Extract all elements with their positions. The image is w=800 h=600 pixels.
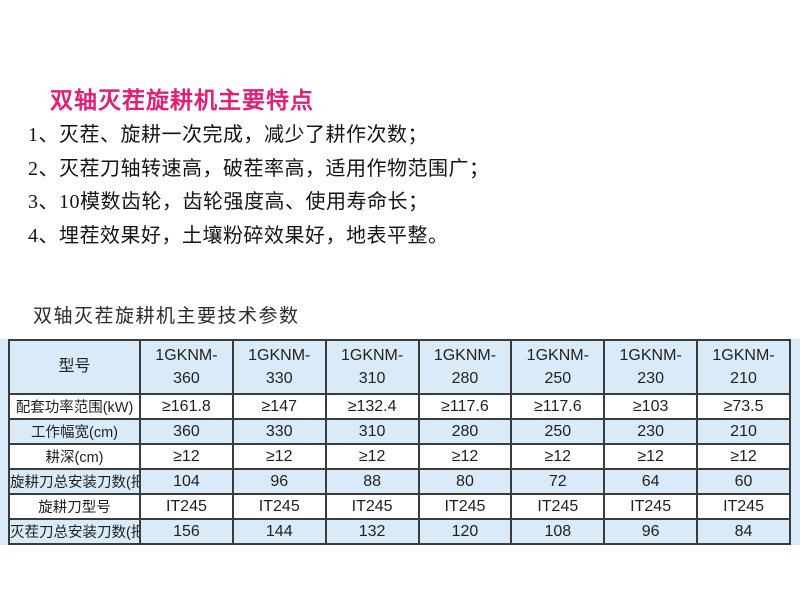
model-prefix: 1GKNM-	[248, 346, 311, 364]
feature-item: 4、埋茬效果好，土壤粉碎效果好，地表平整。	[28, 224, 449, 247]
model-prefix: 1GKNM-	[340, 346, 404, 364]
spec-value: ≥132.4	[324, 393, 420, 420]
column-header-model: 1GKNM- 280	[417, 339, 513, 395]
spec-value: 108	[510, 518, 606, 545]
row-label: 旋耕刀总安装刀数(把)	[8, 468, 141, 495]
spec-value: ≥117.6	[510, 393, 606, 420]
spec-value: 210	[696, 418, 791, 445]
table-row: 配套功率范围(kW) ≥161.8 ≥147 ≥132.4 ≥117.6 ≥117.6 ≥1…	[8, 393, 791, 420]
spec-value: 144	[231, 518, 327, 545]
spec-value: 120	[417, 518, 513, 545]
table-row: 工作幅宽(cm) 360 330 310 280 250 230 210	[8, 418, 791, 445]
table-row: 灭茬刀总安装刀数(把) 156 144 132 120 108 96 84	[8, 518, 791, 545]
spec-value: IT245	[417, 493, 513, 520]
spec-value: IT245	[231, 493, 327, 520]
model-number: 210	[730, 370, 757, 387]
column-header-model: 1GKNM- 250	[510, 339, 606, 395]
spec-value: IT245	[510, 493, 606, 520]
spec-value: 96	[603, 518, 699, 545]
model-number: 250	[544, 370, 572, 387]
table-row: 耕深(cm) ≥12 ≥12 ≥12 ≥12 ≥12 ≥12 ≥12	[8, 443, 791, 470]
spec-value: 60	[696, 468, 791, 495]
spec-value: 250	[510, 418, 606, 445]
row-label: 灭茬刀总安装刀数(把)	[8, 518, 141, 545]
spec-value: 104	[139, 468, 234, 495]
table-row: 旋耕刀型号 IT245 IT245 IT245 IT245 IT245 IT245 IT245	[8, 493, 791, 520]
spec-value: ≥73.5	[696, 393, 791, 420]
spec-value: 330	[231, 418, 327, 445]
specs-table-band: 型号 1GKNM- 360 1GKNM- 330 1GKNM- 310 1GKNM- 280 1G…	[0, 339, 800, 545]
row-label: 耕深(cm)	[8, 443, 141, 470]
spec-value: 156	[139, 518, 234, 545]
spec-value: 96	[231, 468, 327, 495]
spec-value: 132	[324, 518, 420, 545]
spec-value: 310	[324, 418, 420, 445]
spec-value: ≥12	[510, 443, 606, 470]
row-label: 旋耕刀型号	[8, 493, 141, 520]
feature-item: 3、10模数齿轮，齿轮强度高、使用寿命长；	[28, 191, 429, 213]
spec-value: ≥12	[696, 443, 791, 470]
model-prefix: 1GKNM-	[619, 346, 682, 364]
model-number: 310	[358, 370, 386, 387]
spec-value: ≥147	[231, 393, 327, 420]
table-header-row: 型号 1GKNM- 360 1GKNM- 330 1GKNM- 310 1GKNM- 280 1G…	[8, 339, 791, 395]
model-number: 330	[265, 370, 293, 387]
spec-value: ≥12	[231, 443, 327, 470]
spec-value: ≥12	[324, 443, 420, 470]
features-title: 双轴灭茬旋耕机主要特点	[50, 88, 314, 113]
column-header-model: 1GKNM- 310	[324, 339, 420, 395]
spec-value: ≥103	[603, 393, 699, 420]
row-label: 配套功率范围(kW)	[8, 393, 141, 420]
model-prefix: 1GKNM-	[155, 346, 218, 364]
spec-value: 360	[139, 418, 234, 445]
spec-value: ≥117.6	[417, 393, 513, 420]
spec-value: ≥12	[603, 443, 699, 470]
model-number: 280	[451, 370, 479, 387]
model-prefix: 1GKNM-	[433, 346, 497, 364]
model-prefix: 1GKNM-	[526, 346, 589, 364]
column-header-model: 1GKNM- 360	[139, 339, 234, 395]
spec-value: 64	[603, 468, 699, 495]
spec-value: 80	[417, 468, 513, 495]
table-body: 配套功率范围(kW) ≥161.8 ≥147 ≥132.4 ≥117.6 ≥117.6 ≥1…	[8, 393, 791, 545]
spec-value: IT245	[603, 493, 699, 520]
feature-item: 2、灭茬刀轴转速高，破茬率高，适用作物范围广；	[28, 157, 490, 180]
spec-value: IT245	[696, 493, 791, 520]
spec-value: 88	[324, 468, 420, 495]
features-list: 1、灭茬、旋耕一次完成，减少了耕作次数； 2、灭茬刀轴转速高，破茬率高，适用作物…	[28, 119, 490, 253]
specs-table: 型号 1GKNM- 360 1GKNM- 330 1GKNM- 310 1GKNM- 280 1G…	[8, 339, 791, 545]
feature-item: 1、灭茬、旋耕一次完成，减少了耕作次数；	[28, 124, 428, 146]
spec-value: ≥161.8	[139, 393, 234, 420]
spec-value: 230	[603, 418, 699, 445]
column-header-model: 1GKNM- 210	[696, 339, 791, 395]
row-label: 工作幅宽(cm)	[8, 418, 141, 445]
spec-value: 280	[417, 418, 513, 445]
spec-value: ≥12	[417, 443, 513, 470]
model-number: 360	[173, 370, 200, 387]
spec-value: 72	[510, 468, 606, 495]
spec-value: IT245	[139, 493, 234, 520]
spec-value: 84	[696, 518, 791, 545]
table-row: 旋耕刀总安装刀数(把) 104 96 88 80 72 64 60	[8, 468, 791, 495]
column-header-model: 1GKNM- 330	[231, 339, 327, 395]
column-header-model: 1GKNM- 230	[603, 339, 699, 395]
model-number: 230	[637, 370, 664, 387]
specs-title: 双轴灭茬旋耕机主要技术参数	[33, 306, 300, 327]
model-label-header: 型号	[8, 339, 141, 395]
spec-value: ≥12	[139, 443, 234, 470]
spec-value: IT245	[324, 493, 420, 520]
model-prefix: 1GKNM-	[712, 346, 775, 364]
table-head: 型号 1GKNM- 360 1GKNM- 330 1GKNM- 310 1GKNM- 280 1G…	[8, 339, 791, 395]
